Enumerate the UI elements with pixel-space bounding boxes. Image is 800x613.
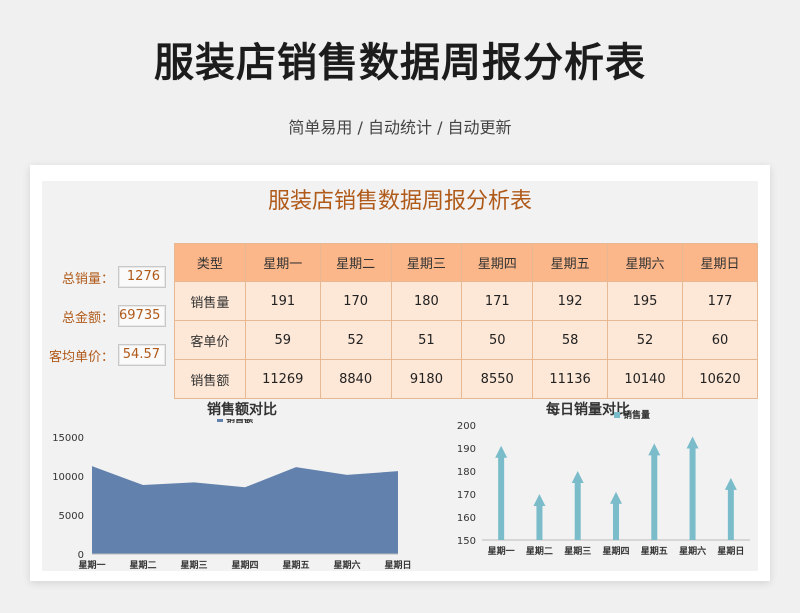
y-tick-label: 15000 — [52, 433, 84, 444]
table-cell[interactable]: 8550 — [461, 359, 534, 399]
arrow-bar — [610, 491, 622, 540]
x-tick-label: 星期三 — [180, 559, 207, 571]
legend-swatch — [217, 419, 223, 422]
table-header-cell[interactable]: 星期六 — [607, 243, 683, 282]
x-tick-label: 星期四 — [602, 545, 629, 557]
sheet-title: 服装店销售数据周报分析表 — [267, 189, 532, 214]
table-row-label[interactable]: 销售额 — [174, 359, 246, 399]
table-row: 客单价 59 52 51 50 58 52 60 — [174, 320, 758, 360]
table-cell[interactable]: 52 — [607, 320, 683, 360]
x-tick-label: 星期五 — [282, 559, 309, 571]
table-row: 销售额 11269 8840 9180 8550 11136 10140 106… — [174, 359, 758, 399]
y-tick-label: 0 — [78, 550, 84, 561]
legend-label: 销售额 — [226, 419, 253, 425]
spreadsheet-panel: 服装店销售数据周报分析表 总销量： 1276 总金额： 69735 客均单价： … — [30, 165, 770, 581]
table-cell[interactable]: 59 — [244, 320, 321, 360]
page-title: 服装店销售数据周报分析表 — [154, 40, 646, 86]
table-cell[interactable]: 8840 — [319, 359, 392, 399]
table-cell[interactable]: 10620 — [682, 359, 758, 399]
table-cell[interactable]: 9180 — [390, 359, 463, 399]
bar-chart[interactable]: 150 160 170 180 190 200 星期一 星期二 星期三 星期四 星期五 星期六 星期日 销… — [438, 407, 758, 571]
x-tick-label: 星期六 — [679, 545, 706, 557]
kpi-label-avg-price: 客均单价： — [48, 350, 114, 365]
table-cell[interactable]: 180 — [390, 281, 463, 321]
table-cell[interactable]: 170 — [319, 281, 392, 321]
y-tick-label: 190 — [457, 444, 476, 455]
kpi-label-total-amount: 总金额： — [61, 311, 114, 326]
table-row-label[interactable]: 客单价 — [174, 320, 246, 360]
table-row: 销售量 191 170 180 171 192 195 177 — [174, 281, 758, 321]
table-header-cell[interactable]: 星期四 — [461, 243, 534, 282]
table-cell[interactable]: 51 — [390, 320, 463, 360]
table-cell[interactable]: 50 — [461, 320, 534, 360]
x-tick-label: 星期四 — [231, 559, 258, 571]
area-series — [92, 466, 398, 554]
x-tick-label: 星期三 — [564, 545, 591, 557]
table-cell[interactable]: 10140 — [607, 359, 683, 399]
table-cell[interactable]: 191 — [244, 281, 321, 321]
arrow-bar — [571, 471, 584, 540]
table-cell[interactable]: 192 — [532, 281, 609, 321]
y-tick-label: 200 — [457, 421, 476, 432]
table-cell[interactable]: 171 — [461, 281, 534, 321]
kpi-label-total-qty: 总销量： — [61, 272, 114, 287]
area-chart[interactable]: 0 5000 10000 15000 星期一 星期二 星期三 星期四 星期五 星期六 星期日 销售额 — [42, 419, 412, 571]
kpi-value-total-amount[interactable]: 69735 — [118, 305, 166, 327]
table-row-label[interactable]: 销售量 — [174, 281, 246, 321]
x-tick-label: 星期日 — [717, 545, 744, 557]
table-cell[interactable]: 11269 — [244, 359, 321, 399]
table-header-cell[interactable]: 星期三 — [390, 243, 463, 282]
arrow-bar — [495, 445, 508, 540]
arrow-bar — [648, 443, 661, 540]
table-cell[interactable]: 195 — [607, 281, 683, 321]
y-tick-label: 150 — [457, 536, 476, 547]
arrow-bar — [533, 494, 546, 540]
table-header-cell[interactable]: 星期五 — [532, 243, 609, 282]
kpi-value-total-qty[interactable]: 1276 — [118, 266, 166, 288]
table-cell[interactable]: 52 — [319, 320, 392, 360]
arrow-bar — [686, 436, 699, 540]
table-cell[interactable]: 11136 — [532, 359, 609, 399]
y-tick-label: 160 — [457, 513, 476, 524]
y-tick-label: 10000 — [52, 472, 84, 483]
y-tick-label: 180 — [457, 467, 476, 478]
table-header-cell[interactable]: 星期二 — [319, 243, 392, 282]
table-header-row: 类型 星期一 星期二 星期三 星期四 星期五 星期六 星期日 — [174, 243, 758, 282]
x-tick-label: 星期一 — [78, 559, 105, 571]
table-header-cell[interactable]: 类型 — [174, 243, 246, 282]
table-cell[interactable]: 58 — [532, 320, 609, 360]
x-tick-label: 星期二 — [526, 545, 553, 557]
x-tick-label: 星期二 — [129, 559, 156, 571]
kpi-value-avg-price[interactable]: 54.57 — [118, 344, 166, 366]
legend-swatch — [614, 412, 620, 418]
bar-chart-title: 每日销量对比 — [546, 402, 630, 418]
x-tick-label: 星期五 — [641, 545, 668, 557]
table-header-cell[interactable]: 星期一 — [244, 243, 321, 282]
x-tick-label: 星期六 — [333, 559, 360, 571]
sales-table: 类型 星期一 星期二 星期三 星期四 星期五 星期六 星期日 销售量 191 1… — [174, 243, 758, 399]
page-subtitle: 简单易用 / 自动统计 / 自动更新 — [288, 118, 512, 137]
x-tick-label: 星期日 — [384, 559, 411, 571]
sheet-area: 服装店销售数据周报分析表 总销量： 1276 总金额： 69735 客均单价： … — [42, 181, 758, 571]
legend-label: 销售量 — [623, 409, 650, 421]
y-tick-label: 5000 — [59, 511, 84, 522]
table-header-cell[interactable]: 星期日 — [682, 243, 758, 282]
table-cell[interactable]: 60 — [682, 320, 758, 360]
arrow-bar — [724, 477, 737, 540]
x-tick-label: 星期一 — [488, 545, 515, 557]
table-cell[interactable]: 177 — [682, 281, 758, 321]
area-chart-title: 销售额对比 — [207, 402, 277, 418]
y-tick-label: 170 — [457, 490, 476, 501]
